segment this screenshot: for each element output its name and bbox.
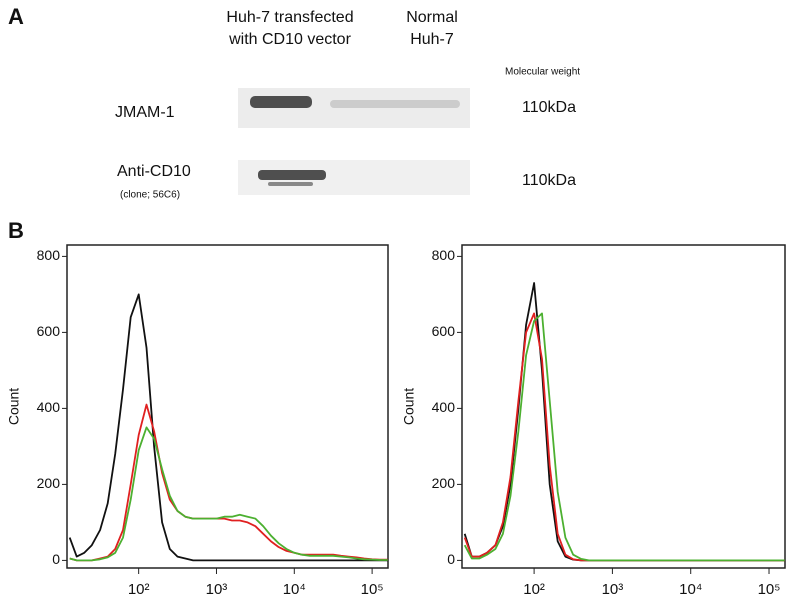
histogram-line xyxy=(463,312,785,562)
y-tick-label: 200 xyxy=(432,475,456,491)
panel-label: A xyxy=(8,4,24,29)
column-header: with CD10 vector xyxy=(228,31,351,48)
x-tick-label: 10⁵ xyxy=(758,581,781,598)
plot-frame xyxy=(461,244,786,569)
y-tick-label: 200 xyxy=(37,475,61,491)
band xyxy=(330,100,460,108)
column-header: Huh-7 xyxy=(410,31,454,48)
column-header: Huh-7 transfected xyxy=(226,9,353,26)
x-tick-label: 10³ xyxy=(206,581,228,598)
y-tick-label: 400 xyxy=(37,399,61,415)
x-tick-label: 10² xyxy=(128,581,150,598)
band xyxy=(250,96,312,108)
histogram-line xyxy=(68,293,388,562)
y-tick-label: 400 xyxy=(432,399,456,415)
panel-label: B xyxy=(8,218,24,243)
y-tick-label: 800 xyxy=(432,247,456,263)
y-axis-label: Count xyxy=(6,388,22,425)
band xyxy=(258,170,326,180)
weight-label: 110kDa xyxy=(522,99,576,116)
row-sublabel: (clone; 56C6) xyxy=(120,190,180,201)
x-tick-label: 10⁴ xyxy=(283,581,306,598)
row-label: JMAM-1 xyxy=(115,104,175,121)
histogram-line xyxy=(463,282,785,562)
histogram-line xyxy=(69,403,388,562)
y-tick-label: 600 xyxy=(432,323,456,339)
histogram-line xyxy=(69,426,388,562)
weight-label: 110kDa xyxy=(522,172,576,189)
x-tick-label: 10³ xyxy=(602,581,624,598)
row-label: Anti-CD10 xyxy=(117,163,191,180)
mw-header: Molecular weight xyxy=(505,67,580,78)
histogram-line xyxy=(463,312,785,562)
column-header: Normal xyxy=(406,9,458,26)
plot-frame xyxy=(66,244,389,569)
band xyxy=(268,182,313,186)
x-tick-label: 10² xyxy=(523,581,545,598)
y-tick-label: 0 xyxy=(52,551,60,567)
y-tick-label: 800 xyxy=(37,247,61,263)
x-tick-label: 10⁴ xyxy=(679,581,702,598)
y-tick-label: 600 xyxy=(37,323,61,339)
y-axis-label: Count xyxy=(401,388,417,425)
y-tick-label: 0 xyxy=(447,551,455,567)
x-tick-label: 10⁵ xyxy=(361,581,384,598)
